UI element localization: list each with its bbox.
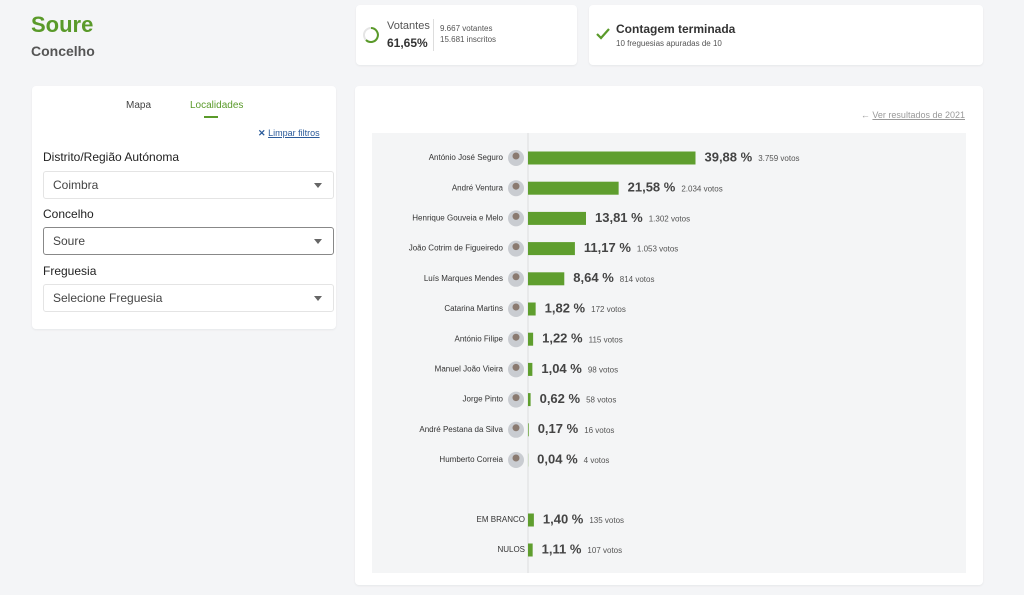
- bar: [528, 423, 529, 437]
- pct-label: 1,40 %: [543, 511, 584, 526]
- bar: [528, 393, 531, 407]
- avatar-face: [512, 424, 520, 432]
- bar: [528, 362, 533, 376]
- bar: [528, 211, 587, 225]
- turnout-ring: [363, 27, 379, 43]
- tab-active[interactable]: Localidades: [190, 100, 244, 111]
- avatar-face: [512, 394, 520, 402]
- avatar-face: [512, 273, 520, 281]
- votes-label: 58 votos: [586, 396, 616, 405]
- votes-label: 107 votos: [587, 546, 622, 555]
- candidate-name: João Cotrim de Figueiredo: [409, 244, 504, 253]
- pct-label: 11,17 %: [584, 240, 631, 255]
- avatar-face: [512, 212, 520, 220]
- bar: [528, 332, 534, 346]
- voters: 9.667 votantes: [440, 24, 493, 33]
- candidate-name: António José Seguro: [429, 153, 504, 162]
- candidate-name: NULOS: [497, 545, 525, 554]
- votes-label: 16 votos: [584, 426, 614, 435]
- avatar-face: [512, 152, 520, 160]
- pct-label: 1,22 %: [542, 331, 583, 346]
- link-text[interactable]: Ver resultados de 2021: [872, 110, 965, 120]
- turnout-label: Votantes: [387, 20, 430, 32]
- bar: [528, 181, 619, 195]
- votes-label: 3.759 votos: [758, 154, 799, 163]
- tab[interactable]: Mapa: [126, 100, 152, 111]
- pct-label: 1,11 %: [542, 541, 582, 556]
- bar: [528, 513, 534, 527]
- candidate-name: Jorge Pinto: [463, 395, 504, 404]
- candidate-name: Henrique Gouveia e Melo: [412, 214, 503, 223]
- votes-label: 2.034 votos: [681, 184, 722, 193]
- votes-label: 98 votos: [588, 366, 618, 375]
- bar: [528, 302, 536, 316]
- votes-label: 1.053 votos: [637, 245, 678, 254]
- turnout-value: 61,65%: [387, 36, 428, 50]
- pct-label: 21,58 %: [628, 180, 676, 195]
- link[interactable]: ← Ver resultados de 2021: [860, 110, 965, 120]
- pct-label: 0,17 %: [538, 421, 579, 436]
- candidate-name: Catarina Martins: [444, 304, 503, 313]
- pct-label: 39,88 %: [704, 149, 752, 164]
- candidate-name: António Filipe: [455, 334, 504, 343]
- bar: [528, 543, 533, 557]
- pct-label: 0,04 %: [537, 451, 578, 466]
- pct-label: 8,64 %: [573, 270, 614, 285]
- votes-label: 135 votos: [589, 516, 624, 525]
- avatar-face: [512, 243, 520, 251]
- select[interactable]: Coimbra: [43, 171, 334, 199]
- select[interactable]: Selecione Freguesia: [43, 284, 334, 312]
- bar: [528, 242, 575, 256]
- candidate-name: Luís Marques Mendes: [424, 274, 503, 283]
- votes-label: 4 votos: [584, 456, 610, 465]
- candidate-name: André Pestana da Silva: [419, 425, 503, 434]
- pct-label: 0,62 %: [540, 391, 581, 406]
- turnout-card: Votantes 61,65% 9.667 votantes 15.681 in…: [356, 5, 577, 65]
- avatar-face: [512, 363, 520, 371]
- votes-label: 814 votos: [620, 275, 655, 284]
- field-label: Freguesia: [43, 264, 97, 278]
- avatar-face: [512, 333, 520, 341]
- count-title: Contagem terminada: [616, 22, 736, 36]
- avatar-face: [512, 303, 520, 311]
- clear-filters-text[interactable]: Limpar filtros: [268, 128, 320, 138]
- clear-filters[interactable]: ✕ Limpar filtros: [258, 128, 320, 138]
- filter-panel: Mapa Localidades ✕ Limpar filtros Distri…: [32, 86, 336, 329]
- candidate-name: Manuel João Vieira: [435, 365, 504, 374]
- candidate-name: Humberto Correia: [439, 455, 503, 464]
- results-chart: António José Seguro 39,88 % 3.759 votos And…: [372, 133, 966, 573]
- select[interactable]: Soure: [43, 227, 334, 255]
- field-label: Concelho: [43, 207, 94, 221]
- candidate-name: EM BRANCO: [477, 515, 525, 524]
- votes-label: 1.302 votos: [649, 215, 690, 224]
- pct-label: 1,82 %: [545, 300, 586, 315]
- bar: [528, 151, 696, 165]
- avatar-face: [512, 182, 520, 190]
- pct-label: 1,04 %: [541, 361, 582, 376]
- bar: [528, 272, 565, 286]
- pct-label: 13,81 %: [595, 210, 643, 225]
- count-detail: 10 freguesias apuradas de 10: [616, 39, 722, 48]
- check-icon: [596, 28, 610, 40]
- title: Soure: [31, 12, 94, 37]
- registered: 15.681 inscritos: [440, 35, 497, 44]
- count-card: Contagem terminada 10 freguesias apurada…: [589, 5, 983, 65]
- subtitle: Concelho: [31, 43, 95, 59]
- avatar-face: [512, 454, 520, 462]
- field-label: Distrito/Região Autónoma: [43, 150, 180, 164]
- votes-label: 115 votos: [589, 335, 623, 344]
- votes-label: 172 votos: [591, 305, 626, 314]
- candidate-name: André Ventura: [452, 183, 504, 192]
